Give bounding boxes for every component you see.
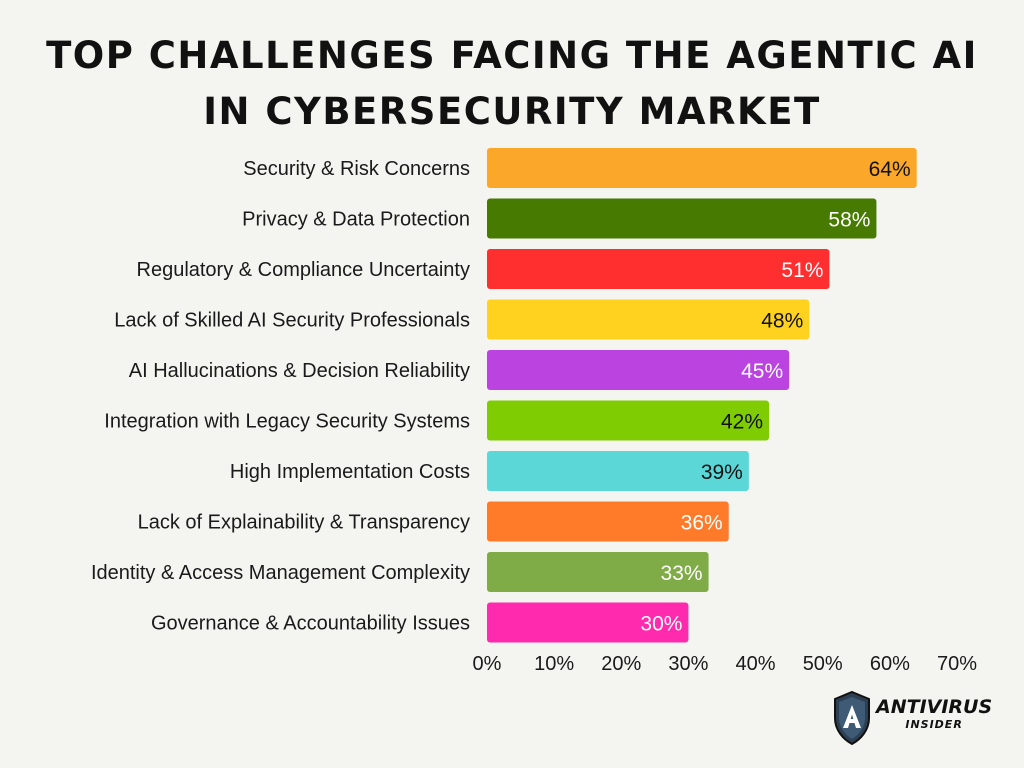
- shield-a-icon: [834, 690, 870, 746]
- bar-value-label: 45%: [741, 360, 783, 383]
- x-tick-label: 40%: [736, 653, 776, 675]
- bar-value-label: 48%: [761, 310, 803, 333]
- category-label: Governance & Accountability Issues: [151, 613, 470, 635]
- x-tick-label: 60%: [870, 653, 910, 675]
- bar-value-label: 64%: [869, 158, 911, 181]
- brand-logo: ANTIVIRUS INSIDER: [832, 690, 992, 746]
- chart-title-line2: IN CYBERSECURITY MARKET: [203, 90, 821, 133]
- bar: [487, 350, 790, 390]
- bar: [487, 198, 877, 239]
- logo-text: ANTIVIRUS INSIDER: [876, 698, 992, 734]
- category-label: High Implementation Costs: [230, 461, 470, 483]
- bar-value-label: 36%: [681, 512, 723, 535]
- chart-title: TOP CHALLENGES FACING THE AGENTIC AI IN …: [0, 28, 1024, 140]
- bar-value-label: 42%: [721, 411, 763, 434]
- bar: [487, 148, 917, 188]
- x-tick-label: 0%: [473, 653, 502, 675]
- category-label: Lack of Explainability & Transparency: [138, 512, 470, 534]
- bar-value-label: 51%: [781, 259, 823, 282]
- bar: [487, 299, 810, 340]
- bar: [487, 602, 689, 643]
- bar: [487, 400, 769, 441]
- bar-value-label: 39%: [701, 461, 743, 484]
- x-tick-label: 70%: [937, 653, 977, 675]
- category-label: Lack of Skilled AI Security Professional…: [114, 310, 470, 332]
- category-label: Regulatory & Compliance Uncertainty: [137, 259, 471, 281]
- x-tick-label: 30%: [668, 653, 708, 675]
- category-label: AI Hallucinations & Decision Reliability: [129, 360, 470, 382]
- bar-value-label: 30%: [640, 613, 682, 636]
- category-label: Privacy & Data Protection: [242, 209, 470, 231]
- x-tick-label: 20%: [601, 653, 641, 675]
- x-tick-label: 10%: [534, 653, 574, 675]
- logo-line1: ANTIVIRUS: [876, 696, 993, 718]
- chart-title-line1: TOP CHALLENGES FACING THE AGENTIC AI: [46, 34, 978, 77]
- bar-value-label: 58%: [828, 209, 870, 232]
- bar: [487, 451, 749, 491]
- logo-line2: INSIDER: [905, 718, 963, 731]
- bar: [487, 249, 830, 289]
- category-label: Integration with Legacy Security Systems: [104, 411, 470, 433]
- bar-value-label: 33%: [661, 562, 703, 585]
- bar: [487, 501, 729, 542]
- category-label: Identity & Access Management Complexity: [91, 562, 470, 584]
- bar: [487, 552, 709, 592]
- category-label: Security & Risk Concerns: [243, 158, 470, 180]
- x-tick-label: 50%: [803, 653, 843, 675]
